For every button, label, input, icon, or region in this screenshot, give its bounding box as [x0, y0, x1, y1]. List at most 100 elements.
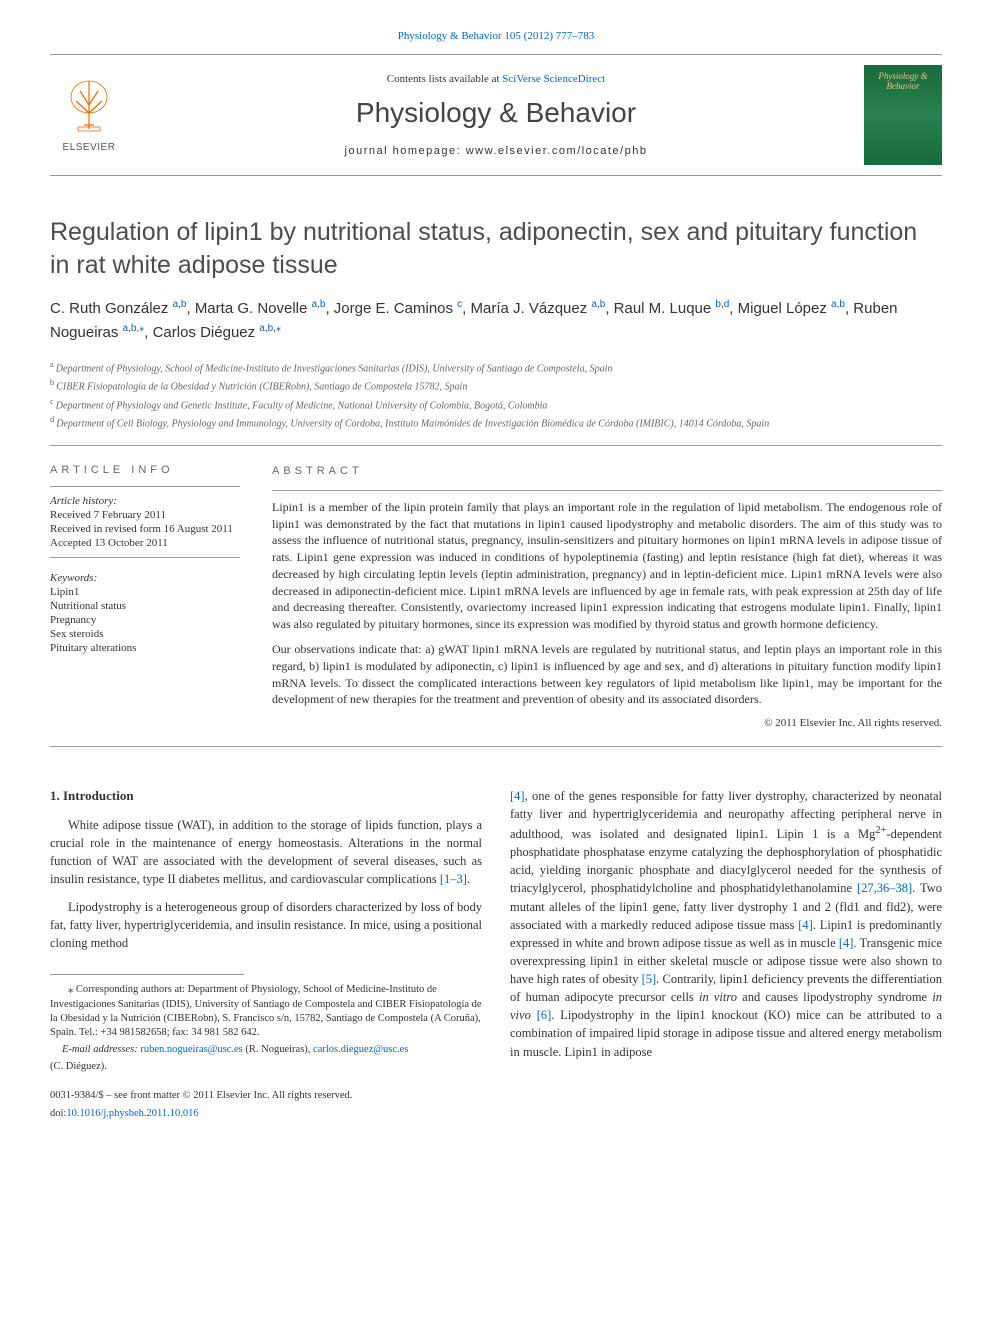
email-2[interactable]: carlos.dieguez@usc.es: [313, 1044, 408, 1055]
author: Marta G. Novelle a,b: [195, 300, 326, 317]
abstract-copyright: © 2011 Elsevier Inc. All rights reserved…: [272, 716, 942, 731]
email-2-who: (C. Diéguez).: [50, 1060, 482, 1074]
author: María J. Vázquez a,b: [471, 300, 606, 317]
homepage-url: www.elsevier.com/locate/phb: [466, 145, 648, 157]
ref-4a[interactable]: [4]: [510, 789, 525, 803]
invitro: in vitro: [699, 990, 737, 1004]
email-1[interactable]: ruben.nogueiras@usc.es: [140, 1044, 242, 1055]
aff-link[interactable]: a: [123, 323, 129, 334]
email-1-who: (R. Nogueiras),: [243, 1044, 313, 1055]
affiliation-line: b CIBER Fisiopatología de la Obesidad y …: [50, 377, 942, 394]
aff-link[interactable]: a: [831, 299, 837, 310]
article-info-col: ARTICLE INFO Article history: Received 7…: [50, 464, 240, 731]
abstract-rule: [272, 490, 942, 491]
homepage-line: journal homepage: www.elsevier.com/locat…: [128, 145, 864, 157]
ref-5[interactable]: [5]: [642, 972, 657, 986]
cover-text: Physiology & Behavior: [864, 71, 942, 91]
affiliation-line: d Department of Cell Biology, Physiology…: [50, 414, 942, 431]
body-columns: 1. Introduction White adipose tissue (WA…: [50, 787, 942, 1121]
author-aff-sup: a,b: [591, 299, 605, 310]
history-item: Received 7 February 2011: [50, 509, 240, 521]
right-column: [4], one of the genes responsible for fa…: [510, 787, 942, 1121]
intro-p1: White adipose tissue (WAT), in addition …: [50, 816, 482, 889]
affiliations: a Department of Physiology, School of Me…: [50, 359, 942, 431]
aff-link[interactable]: b: [320, 299, 326, 310]
elsevier-logo: ELSEVIER: [50, 74, 128, 156]
intro-heading: 1. Introduction: [50, 787, 482, 806]
aff-link[interactable]: d: [724, 299, 730, 310]
doi-link[interactable]: 10.1016/j.physbeh.2011.10.016: [66, 1108, 198, 1119]
keyword: Lipin1: [50, 586, 240, 598]
aff-link[interactable]: a: [591, 299, 597, 310]
email-label: E-mail addresses:: [62, 1044, 140, 1055]
article-info-heading: ARTICLE INFO: [50, 464, 240, 476]
author: Miguel López a,b: [738, 300, 845, 317]
elsevier-label: ELSEVIER: [63, 142, 116, 153]
abstract-heading: ABSTRACT: [272, 464, 942, 479]
intro-p1-text: White adipose tissue (WAT), in addition …: [50, 818, 482, 886]
author: C. Ruth González a,b: [50, 300, 186, 317]
affiliation-line: c Department of Physiology and Genetic I…: [50, 396, 942, 413]
author-aff-sup: b,d: [715, 299, 729, 310]
aff-link[interactable]: a: [259, 323, 265, 334]
author-aff-sup: a,b,⁎: [123, 323, 145, 334]
info-rule-2: [50, 557, 240, 558]
aff-link[interactable]: a: [312, 299, 318, 310]
homepage-prefix: journal homepage:: [345, 145, 466, 157]
elsevier-tree-icon: [62, 77, 116, 142]
header-box: ELSEVIER Contents lists available at Sci…: [50, 54, 942, 176]
aff-link[interactable]: b: [839, 299, 845, 310]
history-item: Accepted 13 October 2011: [50, 537, 240, 549]
aff-link[interactable]: ⁎: [276, 323, 281, 334]
author: Jorge E. Caminos c: [334, 300, 462, 317]
author-aff-sup: a,b: [312, 299, 326, 310]
footnote-rule: [50, 974, 244, 975]
history-label: Article history:: [50, 495, 240, 507]
abstract-p2: Our observations indicate that: a) gWAT …: [272, 641, 942, 708]
aff-link[interactable]: b: [600, 299, 606, 310]
journal-name: Physiology & Behavior: [128, 97, 864, 129]
author: Raul M. Luque b,d: [614, 300, 730, 317]
doi-label: doi:: [50, 1108, 66, 1119]
aff-link[interactable]: b: [268, 323, 274, 334]
keywords-label: Keywords:: [50, 572, 240, 584]
r1g: and causes lipodystrophy syndrome: [737, 990, 932, 1004]
aff-link[interactable]: ⁎: [139, 323, 144, 334]
footnotes: ⁎ Corresponding authors at: Department o…: [50, 983, 482, 1074]
aff-link[interactable]: b: [181, 299, 187, 310]
info-rule-1: [50, 486, 240, 487]
keyword: Nutritional status: [50, 600, 240, 612]
keyword: Pituitary alterations: [50, 642, 240, 654]
sciencedirect-link[interactable]: SciVerse ScienceDirect: [502, 73, 605, 85]
authors-list: C. Ruth González a,b, Marta G. Novelle a…: [50, 297, 942, 345]
contents-prefix: Contents lists available at: [387, 73, 502, 85]
keyword: Pregnancy: [50, 614, 240, 626]
rule-bottom: [50, 746, 942, 747]
intro-p2: Lipodystrophy is a heterogeneous group o…: [50, 898, 482, 952]
ref-4b[interactable]: [4]: [798, 918, 813, 932]
rule-top: [50, 445, 942, 446]
author-aff-sup: a,b,⁎: [259, 323, 281, 334]
r1i: . Lipodystrophy in the lipin1 knockout (…: [510, 1008, 942, 1058]
mg-sup: 2+: [875, 825, 886, 836]
keyword: Sex steroids: [50, 628, 240, 640]
article-title: Regulation of lipin1 by nutritional stat…: [50, 216, 942, 281]
author-aff-sup: a,b: [831, 299, 845, 310]
journal-ref-top: Physiology & Behavior 105 (2012) 777–783: [50, 30, 942, 42]
ref-1-3[interactable]: [1–3]: [440, 872, 467, 886]
aff-link[interactable]: b: [715, 299, 721, 310]
aff-link[interactable]: b: [131, 323, 137, 334]
info-abstract-row: ARTICLE INFO Article history: Received 7…: [50, 464, 942, 731]
journal-ref-link[interactable]: Physiology & Behavior 105 (2012) 777–783: [398, 30, 594, 42]
author-aff-sup: c: [457, 299, 462, 310]
intro-p1-end: .: [467, 872, 470, 886]
aff-link[interactable]: a: [173, 299, 179, 310]
ref-6[interactable]: [6]: [537, 1008, 552, 1022]
affiliation-line: a Department of Physiology, School of Me…: [50, 359, 942, 376]
contents-line: Contents lists available at SciVerse Sci…: [128, 73, 864, 85]
ref-4c[interactable]: [4]: [839, 936, 854, 950]
aff-link[interactable]: c: [457, 299, 462, 310]
ref-27[interactable]: [27,36–38]: [857, 881, 912, 895]
abstract-col: ABSTRACT Lipin1 is a member of the lipin…: [272, 464, 942, 731]
left-column: 1. Introduction White adipose tissue (WA…: [50, 787, 482, 1121]
